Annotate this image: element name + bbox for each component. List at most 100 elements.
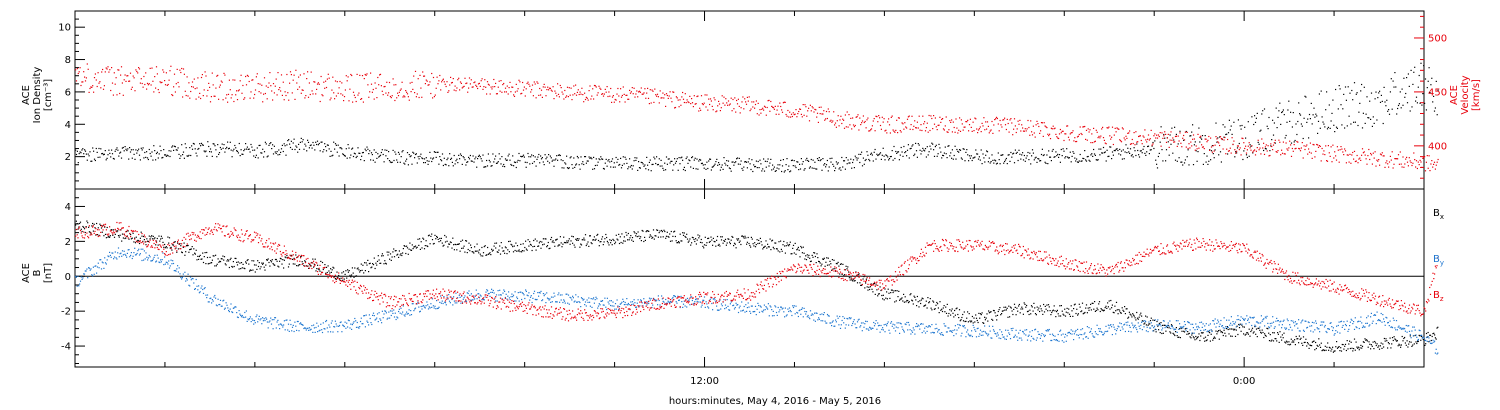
density-point (1307, 118, 1309, 120)
density-point (699, 158, 701, 161)
bfield-point-bx (431, 233, 433, 235)
velocity-point (223, 72, 225, 74)
bfield-point-bx (388, 251, 390, 253)
bfield-tick-label: -2 (61, 307, 71, 318)
velocity-point (773, 108, 775, 110)
velocity-point (262, 101, 264, 103)
velocity-point (1185, 146, 1187, 148)
bfield-point-bx (513, 245, 515, 247)
bfield-point-bx (152, 235, 154, 237)
bfield-point-by (113, 256, 116, 258)
density-point (745, 161, 748, 163)
bfield-point-bx (1020, 308, 1022, 310)
velocity-point (630, 91, 632, 93)
bfield-point-bx (117, 235, 120, 237)
velocity-point (423, 75, 425, 77)
bfield-point-by (109, 254, 111, 256)
density-point (825, 166, 827, 168)
bfield-point-bx (373, 257, 375, 259)
velocity-point (179, 69, 181, 71)
bfield-point-bx (1083, 312, 1085, 314)
velocity-point (593, 98, 595, 100)
density-point (1031, 149, 1034, 151)
velocity-point (738, 105, 740, 107)
bfield-point-bx (1106, 307, 1108, 309)
density-point (1241, 124, 1243, 127)
bfield-point-bx (505, 247, 507, 249)
density-point (1272, 119, 1274, 121)
density-point (892, 159, 894, 161)
velocity-point (1191, 145, 1193, 147)
density-point (260, 152, 262, 154)
density-point (1193, 144, 1195, 146)
bfield-point-bx (908, 301, 910, 303)
velocity-point (1254, 154, 1257, 156)
velocity-point (809, 104, 811, 106)
density-point (326, 144, 328, 146)
density-point (540, 158, 543, 160)
density-point (1115, 148, 1117, 150)
bfield-point-bx (447, 246, 449, 248)
density-point (1085, 159, 1087, 161)
velocity-point (519, 81, 521, 83)
bfield-point-bx (810, 260, 812, 262)
bfield-point-bx (1342, 344, 1344, 346)
bfield-point-bx (1358, 349, 1360, 351)
density-point (827, 170, 829, 172)
density-point (496, 162, 498, 164)
bfield-point-bx (744, 235, 746, 237)
bfield-point-bx (375, 262, 377, 264)
bfield-point-bx (1094, 310, 1096, 312)
velocity-point (1200, 135, 1202, 137)
bfield-point-bx (695, 243, 697, 245)
density-point (454, 163, 456, 165)
bfield-point-bx (297, 265, 299, 267)
bfield-point-bx (862, 278, 864, 280)
density-point (343, 155, 346, 157)
density-point (835, 161, 837, 163)
density-point (1229, 129, 1231, 131)
velocity-point (1083, 126, 1085, 128)
velocity-point (663, 97, 665, 99)
velocity-point (783, 101, 785, 103)
velocity-point (938, 124, 940, 126)
velocity-point (1308, 148, 1310, 150)
bfield-point-bx (520, 243, 522, 245)
density-point (1250, 145, 1252, 147)
density-point (223, 144, 225, 146)
bfield-point-bx (300, 255, 302, 257)
density-point (140, 147, 142, 149)
velocity-point (1263, 142, 1265, 144)
bfield-point-by (144, 258, 146, 260)
density-point (1275, 107, 1277, 109)
velocity-point (1370, 152, 1372, 155)
density-point (127, 148, 129, 150)
bfield-point-bx (1124, 313, 1126, 315)
velocity-point (1340, 146, 1342, 148)
bfield-point-bx (627, 232, 629, 235)
density-point (1436, 114, 1438, 116)
bfield-point-bx (927, 297, 929, 299)
velocity-point (529, 85, 531, 87)
bfield-point-bx (1426, 336, 1428, 338)
velocity-point (1384, 166, 1386, 168)
bfield-point-bx (731, 235, 733, 238)
velocity-point (1424, 170, 1427, 172)
density-point (1292, 112, 1294, 114)
density-point (1102, 152, 1104, 154)
bfield-point-bx (773, 248, 775, 250)
bfield-point-by (186, 279, 188, 281)
velocity-point (410, 91, 412, 93)
velocity-point (327, 73, 329, 75)
bfield-point-bx (1281, 334, 1283, 336)
density-point (1126, 152, 1128, 154)
density-point (1413, 71, 1415, 73)
bfield-point-bx (614, 241, 617, 243)
velocity-point (94, 73, 96, 75)
velocity-point (1354, 160, 1356, 163)
bfield-point-bx (1019, 312, 1021, 314)
bfield-point-bx (1010, 307, 1012, 309)
velocity-point (897, 117, 900, 119)
density-point (100, 148, 102, 150)
bfield-point-bx (669, 233, 671, 235)
